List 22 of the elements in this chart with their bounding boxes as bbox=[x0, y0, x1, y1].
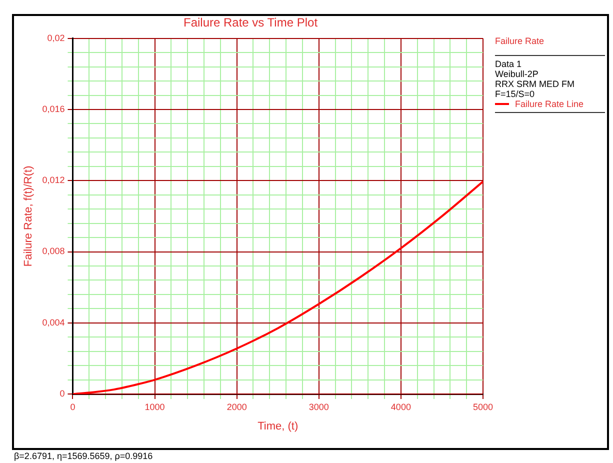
x-tick-label: 5000 bbox=[472, 402, 494, 412]
y-tick-label: 0,016 bbox=[42, 104, 65, 114]
text: Data 1 bbox=[495, 59, 523, 69]
text: β=2.6791, η=1569.5659, ρ=0.9916 bbox=[14, 451, 153, 461]
text: F=15/S=0 bbox=[495, 89, 536, 99]
legend-title: Failure Rate bbox=[495, 36, 546, 46]
x-tick-label: 0 bbox=[70, 402, 76, 412]
text: RRX SRM MED FM bbox=[495, 79, 576, 89]
y-tick-label: 0 bbox=[60, 388, 65, 398]
y-tick-label: 0,012 bbox=[42, 175, 65, 186]
y-tick-label: 0,004 bbox=[42, 317, 65, 328]
x-tick-label: 3000 bbox=[308, 402, 329, 412]
y-axis-title: Failure Rate, f(t)/R(t) bbox=[22, 166, 35, 267]
x-tick-label: 1000 bbox=[144, 402, 165, 412]
legend-label: Failure Rate Line bbox=[515, 99, 584, 109]
y-tick-label: 0,02 bbox=[47, 32, 65, 43]
x-axis-title: Time, (t) bbox=[258, 420, 298, 432]
chart-title: Failure Rate vs Time Plot bbox=[183, 16, 318, 30]
y-tick-label: 0,008 bbox=[42, 246, 65, 256]
x-tick-label: 2000 bbox=[226, 402, 247, 412]
text: Weibull-2P bbox=[495, 69, 540, 79]
x-tick-label: 4000 bbox=[390, 402, 411, 412]
